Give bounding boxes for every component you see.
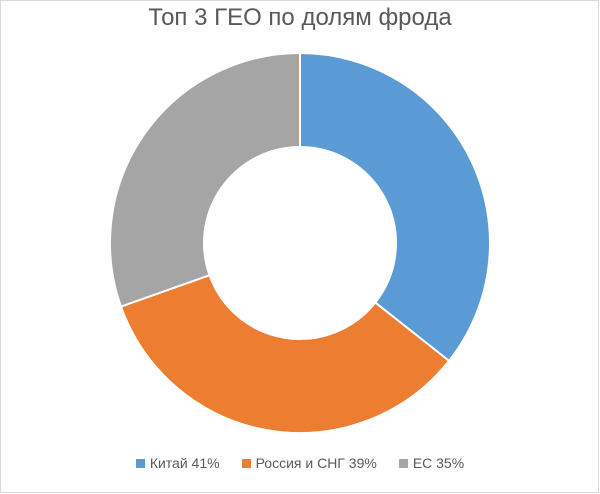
legend-swatch — [241, 458, 251, 468]
legend-label: Китай 41% — [149, 455, 220, 471]
donut-slice-3 — [109, 51, 301, 308]
legend-swatch — [398, 458, 408, 468]
legend-swatch — [135, 458, 145, 468]
legend-label: Россия и СНГ 39% — [255, 455, 377, 471]
legend-item: ЕС 35% — [398, 455, 465, 471]
legend-item: Россия и СНГ 39% — [241, 455, 377, 471]
legend-item: Китай 41% — [135, 455, 220, 471]
donut-slice-2 — [119, 273, 451, 434]
legend-label: ЕС 35% — [412, 455, 465, 471]
chart-title: Топ 3 ГЕО по долям фрода — [148, 4, 452, 31]
donut-slice-1 — [299, 51, 491, 363]
chart-legend: Китай 41% Россия и СНГ 39% ЕС 35% — [0, 455, 600, 471]
